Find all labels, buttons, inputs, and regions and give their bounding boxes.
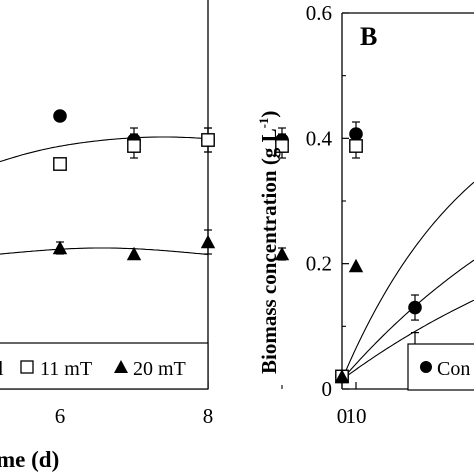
panel-b: Biomass concentration (g L-1) 0 0.2 0.4 0.6… [256, 1, 474, 428]
panel-b-fit-curves [341, 181, 474, 381]
panel-a-point-s1-4 [275, 139, 289, 153]
panel-a-fit-lower [0, 247, 209, 256]
panel-a-point-s1-3 [201, 133, 215, 147]
panel-a-point-s2-1 [52, 240, 68, 255]
panel-b-legend: Con [407, 343, 474, 391]
panel-a-point-s1-5 [349, 139, 363, 153]
panel-b-point-s2-0 [334, 369, 350, 383]
panel-b-fit-control [341, 181, 474, 380]
panel-a-legend: l 11 mT 20 mT [0, 342, 209, 390]
panel-b-fit-triangle [341, 259, 474, 380]
panel-a-x-tick-label: 10 [346, 404, 367, 428]
panel-b-point-s0-1 [408, 300, 422, 315]
panel-a-point-s2-4 [274, 246, 290, 261]
panel-b-y-tick-label: 0 [322, 377, 333, 401]
panel-b-legend-box [407, 343, 474, 391]
panel-a-point-s0-1 [53, 109, 67, 123]
panel-b-fit-square [341, 299, 474, 381]
legend-marker-a-triangle [114, 360, 128, 373]
panel-b-x-tick-label: 0 [337, 404, 348, 428]
panel-a-fit-upper [0, 136, 209, 163]
legend-label-a-2: 20 mT [133, 358, 186, 380]
panel-a-point-s1-1 [53, 157, 67, 171]
panel-b-label: B [360, 22, 377, 51]
panel-a-data-marks [52, 109, 364, 273]
panel-a-point-s2-5 [348, 258, 364, 273]
panel-a: 46810 me (d) [0, 0, 367, 472]
panel-a-point-s2-2 [126, 246, 142, 261]
panel-a-fit-curves [0, 136, 209, 256]
panel-b-axes: 00.20.40.602 [306, 1, 474, 428]
panel-a-x-tick-label: 8 [203, 404, 214, 428]
panel-b-y-tick-label: 0.4 [306, 126, 333, 150]
ylabel-superscript: -1 [256, 118, 271, 129]
panel-a-x-tick-label: 6 [55, 404, 66, 428]
panel-a-x-axis-label: me (d) [0, 447, 59, 472]
legend-label-a-0: l [0, 358, 4, 380]
panel-a-legend-box [0, 342, 209, 390]
legend-label-b-0: Con [437, 358, 470, 380]
legend-marker-b-circle [420, 361, 432, 373]
panel-a-point-s1-2 [127, 139, 141, 153]
panel-a-point-s2-3 [200, 234, 216, 249]
legend-marker-a-square [20, 360, 34, 374]
panel-b-y-tick-label: 0.2 [306, 252, 332, 276]
panel-b-y-tick-label: 0.6 [306, 1, 332, 25]
panel-b-y-axis-label: Biomass concentration (g L-1) [256, 111, 281, 374]
legend-label-a-1: 11 mT [40, 358, 92, 380]
